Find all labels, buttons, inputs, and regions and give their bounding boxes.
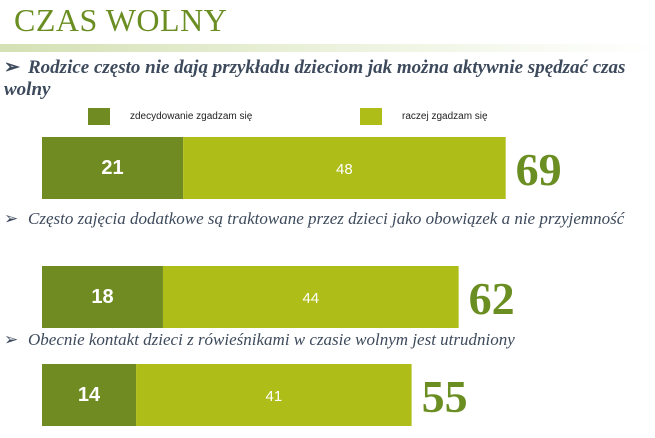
statement-1: ➢ Rodzice często nie dają przykładu dziec… [4,57,644,101]
statement-2-text: Często zajęcia dodatkowe są traktowane p… [28,209,625,228]
bar-label-strong-3: 14 [78,384,101,406]
statement-3: ➢ Obecnie kontakt dzieci z rówieśnikami w… [4,329,644,351]
page-title: CZAS WOLNY [14,2,228,38]
bar-rather-2 [162,266,459,328]
legend-label-strong: zdecydowanie zgadzam się [130,111,253,122]
bar-label-strong-2: 18 [91,286,113,308]
legend-label-rather: raczej zgadzam się [402,111,488,122]
total-label-3: 55 [422,371,468,422]
bar-strong-3 [42,364,137,426]
arrow-bullet-icon: ➢ [4,209,19,228]
legend-item-strong: zdecydowanie zgadzam się [88,108,252,125]
arrow-bullet-icon: ➢ [4,57,20,78]
bar-label-rather-3: 41 [265,388,282,405]
arrow-bullet-icon: ➢ [4,330,19,349]
legend-swatch-rather [360,108,382,125]
bar-label-strong-1: 21 [101,157,123,179]
total-label-1: 69 [516,144,562,195]
bar-rather-3 [136,364,412,426]
statement-1-text: Rodzice często nie dają przykładu dzieci… [4,57,626,100]
title-divider [0,44,655,52]
legend-item-rather: raczej zgadzam się [360,108,488,125]
bar-strong-2 [42,266,163,328]
statement-3-text: Obecnie kontakt dzieci z rówieśnikami w … [28,330,515,349]
legend-swatch-strong [88,108,110,125]
bar-label-rather-2: 44 [302,290,319,307]
bar-rather-1 [183,137,506,199]
bar-strong-1 [42,137,184,199]
total-label-2: 62 [469,273,515,324]
statement-2: ➢ Często zajęcia dodatkowe są traktowane … [4,208,644,230]
bar-label-rather-1: 48 [336,161,353,178]
